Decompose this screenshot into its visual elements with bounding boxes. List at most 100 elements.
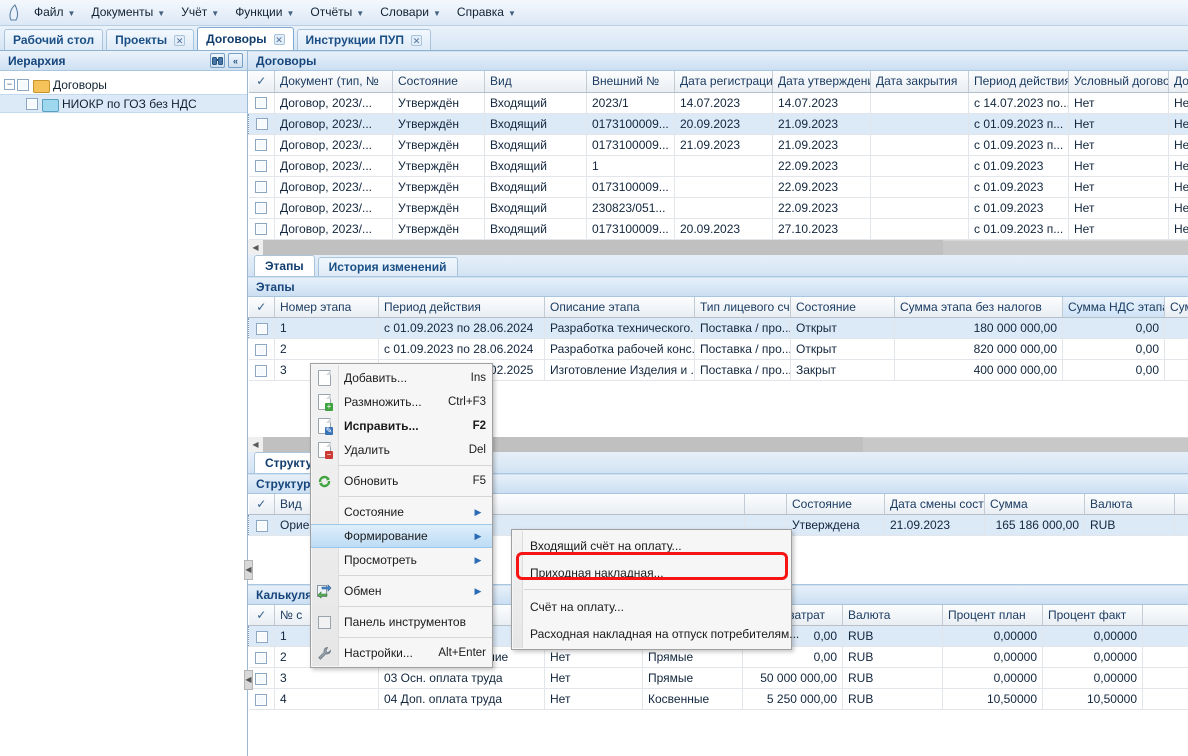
row-checkbox[interactable] (255, 630, 268, 643)
row-checkbox-cell[interactable] (248, 646, 275, 668)
column-header[interactable]: Дата смены состоя (884, 493, 985, 515)
context-menu-item[interactable]: Добавить... Ins (311, 366, 492, 390)
row-checkbox-cell[interactable] (248, 667, 275, 689)
column-header[interactable]: Тип лицевого счёт (694, 296, 791, 318)
expander-icon[interactable]: − (4, 79, 15, 90)
context-menu-item[interactable]: Формирование ▶ (311, 524, 492, 548)
column-header[interactable]: Сумма эт (1164, 296, 1188, 318)
row-checkbox-cell[interactable] (248, 317, 275, 339)
column-header[interactable]: Внешний № (586, 71, 675, 93)
context-menu-item[interactable]: ✎ Исправить... F2 (311, 414, 492, 438)
row-checkbox[interactable] (255, 322, 268, 335)
table-row[interactable]: 4 04 Доп. оплата труда Нет Косвенные 5 250 0… (248, 688, 1188, 710)
collapse-icon[interactable]: « (228, 53, 243, 68)
context-menu-item[interactable]: − Удалить Del (311, 438, 492, 462)
close-icon[interactable]: ✕ (273, 33, 285, 45)
context-menu-item[interactable]: + Размножить... Ctrl+F3 (311, 390, 492, 414)
row-checkbox[interactable] (255, 202, 268, 215)
tab-stages[interactable]: Этапы (254, 254, 315, 276)
context-menu-item[interactable]: Обмен ▶ (311, 579, 492, 603)
row-checkbox[interactable] (255, 139, 268, 152)
tree-node-contracts[interactable]: − Договоры (0, 75, 247, 94)
close-icon[interactable]: ✕ (174, 34, 186, 46)
column-header[interactable]: Номер этапа (274, 296, 379, 318)
context-menu-item[interactable]: Панель инструментов (311, 610, 492, 634)
tree-node-niokr[interactable]: НИОКР по ГОЗ без НДС (0, 94, 247, 113)
row-checkbox-cell[interactable] (248, 155, 275, 177)
submenu-item[interactable]: Приходная накладная... (512, 559, 791, 586)
submenu-item[interactable]: Расходная накладная на отпуск потребител… (512, 620, 799, 647)
menu-item-file[interactable]: Файл ▼ (26, 2, 83, 23)
column-header[interactable]: Описание этапа (544, 296, 695, 318)
row-checkbox-cell[interactable] (248, 338, 275, 360)
column-header[interactable] (1174, 493, 1188, 515)
column-header[interactable]: Валюта (1084, 493, 1175, 515)
menu-item-dictionaries[interactable]: Словари ▼ (372, 2, 449, 23)
calc-collapse-arrow[interactable]: ◀ (244, 670, 253, 690)
tab-desktop[interactable]: Рабочий стол (4, 29, 104, 50)
column-header[interactable]: Период действия (378, 296, 545, 318)
row-checkbox-cell[interactable] (248, 218, 275, 240)
column-header[interactable]: Процент план (942, 604, 1043, 626)
row-checkbox-cell[interactable] (248, 197, 275, 219)
column-header-select-all[interactable]: ✓ (248, 493, 275, 515)
row-checkbox-cell[interactable] (248, 92, 275, 114)
submenu-item[interactable]: Входящий счёт на оплату... (512, 532, 791, 559)
tree-checkbox[interactable] (26, 97, 38, 110)
close-icon[interactable]: ✕ (410, 34, 422, 46)
tab-change-history[interactable]: История изменений (317, 256, 458, 276)
row-checkbox[interactable] (255, 651, 268, 664)
tab-contracts[interactable]: Договоры ✕ (197, 27, 294, 50)
table-row[interactable]: Договор, 2023/... Утверждён Входящий 1 22.09… (248, 155, 1188, 177)
tab-projects[interactable]: Проекты ✕ (106, 29, 195, 50)
row-checkbox[interactable] (255, 519, 268, 532)
column-header[interactable]: Дата утверждения (772, 71, 871, 93)
context-menu-item[interactable]: Обновить F5 (311, 469, 492, 493)
column-header[interactable]: Условный договор (1068, 71, 1169, 93)
table-row[interactable]: Договор, 2023/... Утверждён Входящий 017310… (248, 176, 1188, 198)
structure-collapse-arrow[interactable]: ◀ (244, 560, 253, 580)
column-header[interactable]: Валюта (842, 604, 943, 626)
column-header[interactable] (424, 493, 745, 515)
scroll-left-icon[interactable]: ◀ (248, 240, 263, 255)
column-header-select-all[interactable]: ✓ (248, 296, 275, 318)
table-row[interactable]: 3 03 Осн. оплата труда Нет Прямые 50 000 000… (248, 667, 1188, 689)
table-row[interactable]: Договор, 2023/... Утверждён Входящий 230823… (248, 197, 1188, 219)
menu-item-help[interactable]: Справка ▼ (449, 2, 524, 23)
row-checkbox[interactable] (255, 160, 268, 173)
column-header[interactable]: Сумма (984, 493, 1085, 515)
scroll-left-icon[interactable]: ◀ (248, 437, 263, 452)
table-row[interactable]: Договор, 2023/... Утверждён Входящий 2023/1… (248, 92, 1188, 114)
column-header[interactable]: До (1168, 71, 1188, 93)
row-checkbox[interactable] (255, 181, 268, 194)
row-checkbox[interactable] (255, 343, 268, 356)
context-menu-item[interactable]: Просмотреть ▶ (311, 548, 492, 572)
column-header[interactable] (744, 493, 787, 515)
row-checkbox-cell[interactable] (248, 113, 275, 135)
menu-item-reports[interactable]: Отчёты ▼ (302, 2, 372, 23)
row-checkbox-cell[interactable] (248, 625, 275, 647)
row-checkbox[interactable] (255, 693, 268, 706)
table-row[interactable]: Договор, 2023/... Утверждён Входящий 017310… (248, 134, 1188, 156)
row-checkbox-cell[interactable] (248, 176, 275, 198)
row-checkbox[interactable] (255, 672, 268, 685)
column-header[interactable]: Состояние (790, 296, 895, 318)
row-checkbox[interactable] (255, 118, 268, 131)
column-header-select-all[interactable]: ✓ (248, 71, 275, 93)
row-checkbox[interactable] (255, 364, 268, 377)
column-header[interactable]: Процент факт (1042, 604, 1143, 626)
tab-instructions[interactable]: Инструкции ПУП ✕ (296, 29, 431, 50)
column-header[interactable]: Сумма НДС этапа (1062, 296, 1165, 318)
column-header[interactable]: Период действия.. (968, 71, 1069, 93)
menu-item-accounting[interactable]: Учёт ▼ (173, 2, 227, 23)
column-header-select-all[interactable]: ✓ (248, 604, 275, 626)
row-checkbox-cell[interactable] (248, 688, 275, 710)
column-header[interactable]: Вид (484, 71, 587, 93)
context-menu-item[interactable]: Состояние ▶ (311, 500, 492, 524)
column-header[interactable] (1142, 604, 1188, 626)
column-header[interactable]: Состояние (392, 71, 485, 93)
context-menu-item[interactable]: Настройки... Alt+Enter (311, 641, 492, 665)
row-checkbox-cell[interactable] (248, 134, 275, 156)
